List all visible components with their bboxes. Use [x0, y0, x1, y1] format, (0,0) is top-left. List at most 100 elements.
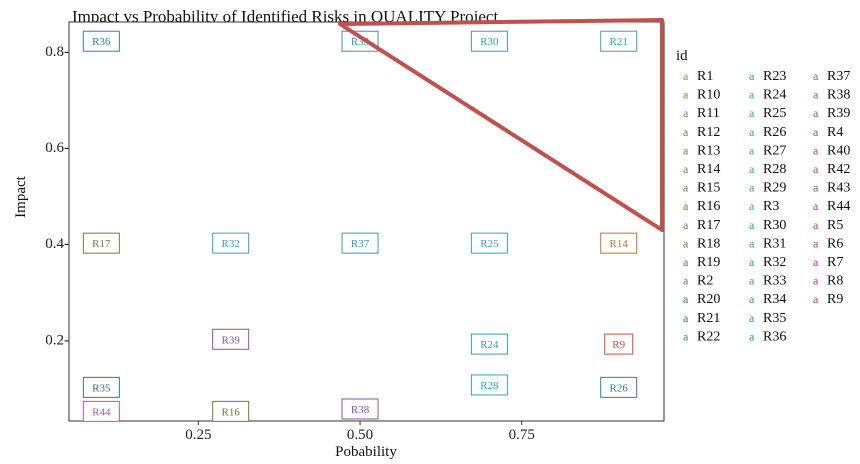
- point-label: R39: [222, 334, 241, 346]
- legend-key: a: [683, 311, 689, 325]
- legend-item-r37: a R37: [813, 69, 850, 84]
- legend-item-r17: a R17: [683, 218, 720, 233]
- legend-item-r43: a R43: [813, 181, 850, 196]
- legend-label: R29: [763, 181, 786, 196]
- legend-key: a: [683, 125, 689, 139]
- legend-key: a: [749, 88, 755, 102]
- legend-key: a: [683, 162, 689, 176]
- legend-label: R3: [763, 199, 779, 214]
- legend-item-r10: a R10: [683, 88, 720, 103]
- point-label-box: [212, 328, 250, 350]
- point-label-box: [470, 232, 508, 254]
- point-label: R30: [480, 36, 499, 48]
- point-label-box: [82, 30, 120, 52]
- legend-label: R32: [763, 255, 786, 270]
- legend-label: R17: [697, 218, 720, 233]
- legend-label: R40: [827, 143, 850, 158]
- point-label-box: [341, 30, 379, 52]
- legend-label: R20: [697, 292, 720, 307]
- point-label-box: [470, 374, 508, 396]
- point-label-box: [82, 376, 120, 398]
- legend-label: R4: [827, 125, 843, 140]
- legend-item-r21: a R21: [683, 311, 720, 326]
- y-tick-label: 0.6-: [45, 140, 69, 156]
- legend-label: R25: [763, 106, 786, 121]
- legend-key: a: [683, 292, 689, 306]
- point-label-box: [470, 333, 508, 355]
- legend-item-r4: a R4: [813, 125, 843, 140]
- legend-item-r11: a R11: [683, 106, 720, 121]
- legend-key: a: [813, 218, 819, 232]
- point-r33: R33: [341, 30, 379, 52]
- legend-item-r2: a R2: [683, 274, 713, 289]
- legend-key: a: [683, 143, 689, 157]
- legend-item-r38: a R38: [813, 88, 850, 103]
- legend-title: id: [676, 48, 688, 64]
- legend-item-r33: a R33: [749, 274, 786, 289]
- legend-item-r40: a R40: [813, 143, 850, 158]
- legend-key: a: [683, 236, 689, 250]
- x-tick-label: 0.50: [347, 427, 373, 443]
- point-label-box: [600, 232, 638, 254]
- point-label: R16: [222, 406, 241, 418]
- point-label-box: [82, 400, 120, 422]
- legend-label: R14: [697, 162, 720, 177]
- point-r25: R25: [470, 232, 508, 254]
- legend-item-r29: a R29: [749, 181, 786, 196]
- legend-item-r36: a R36: [749, 329, 786, 344]
- point-label-box: [600, 30, 638, 52]
- legend-key: a: [813, 69, 819, 83]
- legend-item-r18: a R18: [683, 236, 720, 251]
- legend-item-r25: a R25: [749, 106, 786, 121]
- legend-item-r14: a R14: [683, 162, 720, 177]
- legend-item-r5: a R5: [813, 218, 843, 233]
- legend-key: a: [813, 236, 819, 250]
- legend-key: a: [749, 162, 755, 176]
- plot-panel: [68, 21, 665, 422]
- legend-item-r15: a R15: [683, 181, 720, 196]
- point-label: R9: [612, 339, 625, 351]
- legend-label: R6: [827, 236, 843, 251]
- legend-label: R26: [763, 125, 786, 140]
- point-r37: R37: [341, 232, 379, 254]
- legend-label: R19: [697, 255, 720, 270]
- point-label-box: [212, 400, 250, 422]
- point-r28: R28: [470, 374, 508, 396]
- point-label-box: [82, 232, 120, 254]
- legend-item-r31: a R31: [749, 236, 786, 251]
- legend-item-r13: a R13: [683, 143, 720, 158]
- data-points: R36 R33 R30 R21 R17 R32 R37 R25 R14 R39 R24 R9 R35 R2…: [82, 30, 638, 422]
- legend-label: R24: [763, 88, 786, 103]
- legend-key: a: [749, 143, 755, 157]
- legend-item-r34: a R34: [749, 292, 786, 307]
- legend-key: a: [683, 106, 689, 120]
- legend-item-r12: a R12: [683, 125, 720, 140]
- legend-key: a: [813, 255, 819, 269]
- legend-label: R43: [827, 181, 850, 196]
- legend-item-r1: a R1: [683, 69, 713, 84]
- legend-key: a: [683, 199, 689, 213]
- point-label: R32: [222, 238, 240, 250]
- legend-item-r30: a R30: [749, 218, 786, 233]
- point-label: R35: [92, 382, 111, 394]
- point-r16: R16: [212, 400, 250, 422]
- legend-item-r42: a R42: [813, 162, 850, 177]
- legend-item-r16: a R16: [683, 199, 720, 214]
- point-r24: R24: [470, 333, 508, 355]
- legend-item-r23: a R23: [749, 69, 786, 84]
- legend-label: R16: [697, 199, 720, 214]
- legend-key: a: [749, 218, 755, 232]
- legend-key: a: [683, 69, 689, 83]
- point-r38: R38: [341, 398, 379, 420]
- legend-key: a: [749, 106, 755, 120]
- legend-key: a: [683, 255, 689, 269]
- legend-item-r8: a R8: [813, 274, 843, 289]
- legend-item-r28: a R28: [749, 162, 786, 177]
- point-label: R44: [92, 406, 111, 418]
- chart-title: Impact vs Probability of Identified Risk…: [72, 7, 498, 26]
- legend-label: R13: [697, 143, 720, 158]
- legend-key: a: [683, 218, 689, 232]
- legend-label: R31: [763, 236, 786, 251]
- legend-key: a: [749, 199, 755, 213]
